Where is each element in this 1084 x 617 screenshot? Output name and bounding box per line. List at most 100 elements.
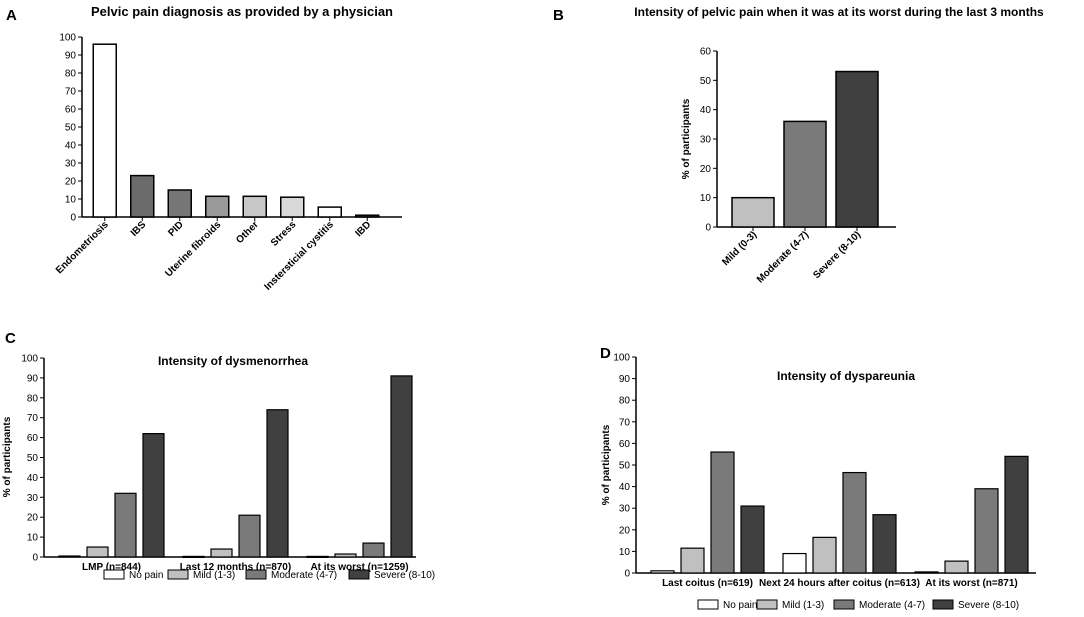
y-tick-label: 40 (619, 482, 631, 493)
y-tick-label: 40 (27, 473, 39, 484)
y-tick-label: 30 (619, 504, 631, 515)
bar-stress (280, 196, 305, 218)
chart-title: Intensity of dysmenorrhea (158, 354, 308, 368)
x-tick-label: Last 12 months (n=870) (180, 562, 291, 573)
legend-label: Moderate (4-7) (859, 600, 925, 611)
panel-a: A Pelvic pain diagnosis as provided by a … (6, 4, 402, 293)
bar-pid (167, 189, 192, 218)
panel-c: C Intensity of dysmenorrhea 0 10 20 30 40 50 60 7… (2, 330, 435, 581)
bar-moderate-4-7-at-its-worst-n-1259 (362, 542, 385, 558)
y-tick-label: 10 (700, 193, 712, 204)
bar-moderate-4-7-last-12-months-n-870 (238, 514, 261, 558)
bar-severe-8-10-last-coitus-n-619 (740, 505, 765, 574)
x-tick-label: LMP (n=844) (82, 562, 141, 573)
y-tick-label: 50 (700, 76, 712, 87)
bar-no-pain-last-coitus-n-619 (650, 570, 675, 574)
bar-severe-8-10-lmp-n-844 (142, 433, 165, 558)
y-tick-label: 10 (27, 533, 39, 544)
x-tick-label: Stress (269, 219, 299, 249)
panel-d: D Intensity of dyspareunia 0 10 20 30 40 50 60 70… (600, 345, 1036, 611)
y-tick-label: 70 (27, 413, 39, 424)
legend-label: Mild (1-3) (782, 600, 824, 611)
y-tick-label: 70 (65, 87, 77, 98)
y-tick-label: 80 (27, 393, 39, 404)
y-tick-label: 60 (27, 433, 39, 444)
bar-uterine-fibroids (205, 195, 230, 218)
y-tick-label: 40 (65, 141, 77, 152)
bar-severe-8-10-last-12-months-n-870 (266, 409, 289, 558)
y-tick-label: 0 (624, 569, 630, 580)
chart-title: Intensity of pelvic pain when it was at … (634, 5, 1044, 19)
legend-swatch-moderate-4-7 (245, 569, 267, 580)
y-tick-label: 30 (65, 159, 77, 170)
bar-mild-1-3-at-its-worst-n-871 (944, 560, 969, 574)
y-tick-label: 0 (70, 213, 76, 224)
legend-swatch-moderate-4-7 (833, 599, 855, 610)
bar-no-pain-lmp-n-844 (58, 555, 81, 558)
y-tick-label: 100 (59, 33, 76, 44)
y-tick-label: 40 (700, 105, 712, 116)
legend-label: Severe (8-10) (958, 600, 1019, 611)
y-tick-label: 90 (619, 374, 631, 385)
y-tick-label: 30 (700, 135, 712, 146)
legend-swatch-severe-8-10 (348, 569, 370, 580)
x-tick-label: Endometriosis (54, 219, 111, 276)
bar-no-pain-at-its-worst-n-1259 (306, 555, 329, 559)
panel-letter: B (553, 7, 564, 24)
x-tick-label: At its worst (n=1259) (310, 562, 408, 573)
bar-moderate-4-7 (783, 120, 827, 228)
bar-moderate-4-7-lmp-n-844 (114, 492, 137, 558)
bar-mild-1-3-lmp-n-844 (86, 546, 109, 558)
x-tick-label: Instersticial cystitis (262, 219, 336, 293)
y-tick-label: 60 (65, 105, 77, 116)
y-tick-label: 10 (619, 547, 631, 558)
y-tick-label: 30 (27, 493, 39, 504)
panel-letter: C (5, 330, 16, 347)
legend-swatch-mild-1-3 (167, 569, 189, 580)
panel-b: B Intensity of pelvic pain when it was at… (553, 5, 1044, 285)
y-tick-label: 10 (65, 195, 77, 206)
x-tick-label: Other (234, 219, 261, 246)
chart-title: Pelvic pain diagnosis as provided by a p… (91, 4, 393, 19)
x-tick-label: Severe (8-10) (811, 229, 863, 281)
legend-label: No pain (129, 570, 163, 581)
y-tick-label: 90 (27, 373, 39, 384)
bar-severe-8-10-at-its-worst-n-1259 (390, 375, 413, 558)
bar-severe-8-10-next-24-hours-after-coitus-n-613 (872, 514, 897, 574)
bar-mild-1-3-last-coitus-n-619 (680, 547, 705, 574)
chart-title: Intensity of dyspareunia (777, 369, 915, 383)
y-tick-label: 20 (700, 164, 712, 175)
y-tick-label: 100 (21, 354, 38, 365)
legend-swatch-mild-1-3 (756, 599, 778, 610)
bar-ibd (355, 214, 380, 218)
x-tick-label: Moderate (4-7) (755, 229, 811, 285)
bar-mild-1-3-at-its-worst-n-1259 (334, 553, 357, 558)
y-tick-label: 50 (619, 461, 631, 472)
legend-swatch-no-pain (697, 599, 719, 610)
x-tick-label: Mild (0-3) (720, 229, 759, 268)
y-axis-label: % of participants (681, 98, 692, 179)
bar-moderate-4-7-next-24-hours-after-coitus-n-613 (842, 471, 867, 574)
y-tick-label: 100 (613, 353, 630, 364)
y-tick-label: 0 (32, 553, 38, 564)
panel-letter: D (600, 345, 611, 362)
bar-mild-0-3 (731, 196, 775, 228)
x-tick-label: Last coitus (n=619) (662, 578, 753, 589)
bar-mild-1-3-next-24-hours-after-coitus-n-613 (812, 536, 837, 574)
bar-moderate-4-7-at-its-worst-n-871 (974, 488, 999, 574)
y-tick-label: 20 (27, 513, 39, 524)
bar-moderate-4-7-last-coitus-n-619 (710, 451, 735, 574)
y-tick-label: 20 (619, 525, 631, 536)
bar-ibs (130, 174, 155, 218)
y-tick-label: 90 (65, 51, 77, 62)
y-tick-label: 60 (619, 439, 631, 450)
legend-swatch-severe-8-10 (932, 599, 954, 610)
bar-instersticial-cystitis (317, 206, 342, 218)
y-tick-label: 0 (705, 223, 711, 234)
y-tick-label: 50 (27, 453, 39, 464)
legend-label: No pain (723, 600, 757, 611)
y-tick-label: 20 (65, 177, 77, 188)
bar-severe-8-10 (835, 70, 879, 228)
x-tick-label: At its worst (n=871) (925, 578, 1018, 589)
